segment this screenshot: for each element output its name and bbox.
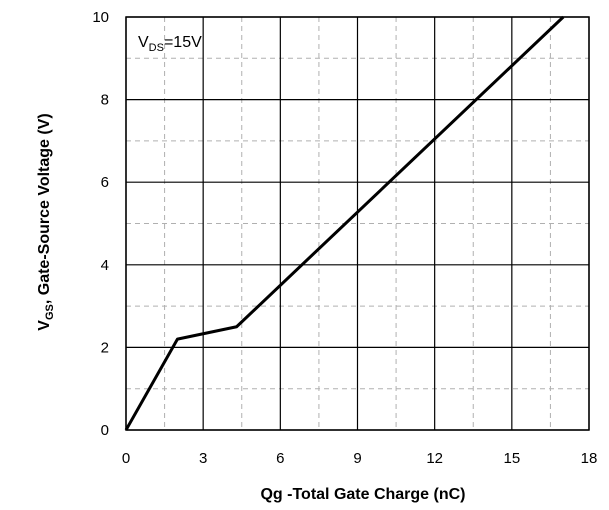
x-tick-label: 3 (199, 450, 207, 467)
x-tick-label: 6 (276, 450, 284, 467)
y-tick-label: 4 (101, 257, 109, 274)
x-tick-label: 0 (122, 450, 130, 467)
y-tick-label: 8 (101, 92, 109, 109)
x-tick-label: 15 (503, 450, 520, 467)
major-gridlines (126, 17, 589, 430)
x-axis-title: Qg -Total Gate Charge (nC) (260, 486, 465, 503)
y-tick-label: 10 (92, 9, 109, 26)
vds-annotation: VDS=15V (138, 34, 202, 54)
y-tick-label: 6 (101, 174, 109, 191)
x-tick-labels: 0 3 6 9 12 15 18 (122, 450, 598, 467)
y-tick-labels: 0 2 4 6 8 10 (92, 9, 109, 439)
x-tick-label: 9 (353, 450, 361, 467)
y-tick-label: 0 (101, 422, 109, 439)
x-tick-label: 18 (581, 450, 598, 467)
x-tick-label: 12 (426, 450, 443, 467)
y-axis-title: VGS, Gate-Source Voltage (V) (36, 113, 56, 330)
y-tick-label: 2 (101, 339, 109, 356)
